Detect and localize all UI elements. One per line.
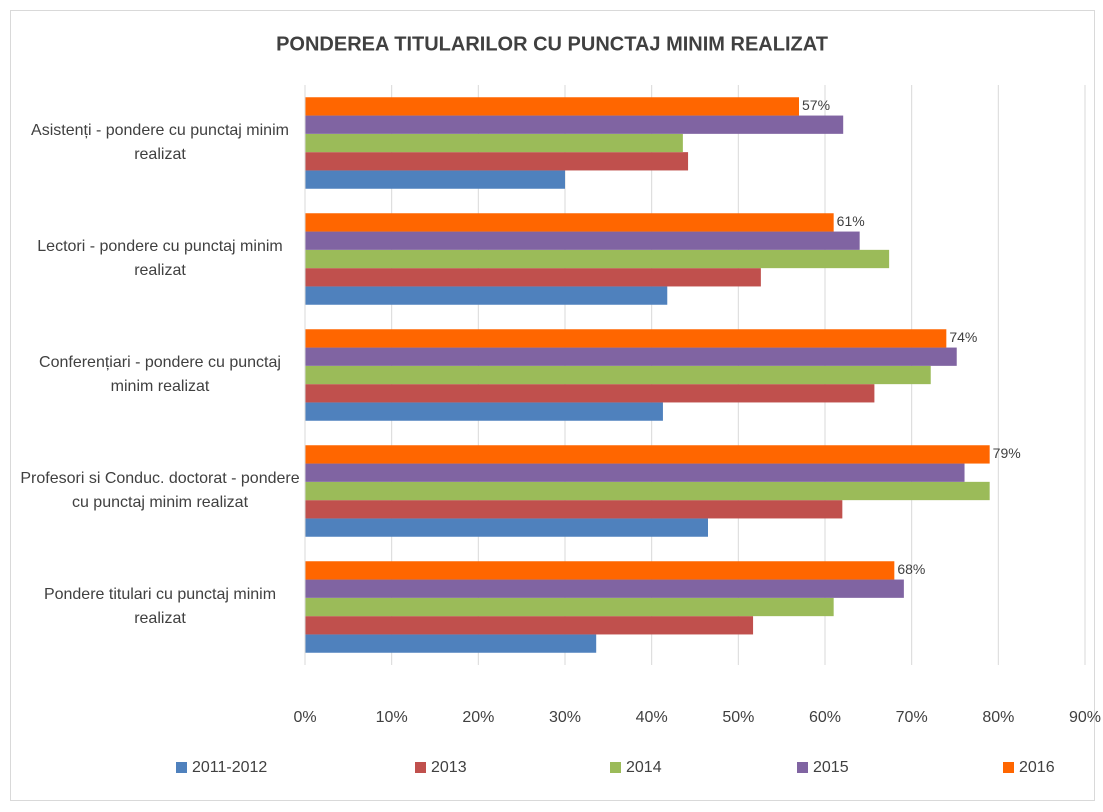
bar: [305, 268, 761, 287]
legend-swatch: [415, 762, 426, 773]
legend-label: 2014: [626, 759, 662, 776]
y-tick-label: Conferențiari - pondere cu punctaj minim…: [39, 354, 281, 395]
y-tick-label: Lectori - pondere cu punctaj minim reali…: [37, 238, 283, 279]
x-tick-label: 80%: [982, 709, 1014, 726]
bar: [305, 481, 990, 501]
legend-label: 2011-2012: [192, 759, 267, 776]
x-tick-label: 70%: [896, 709, 928, 726]
x-tick-label: 30%: [549, 709, 581, 726]
data-label: 74%: [949, 329, 977, 345]
legend-swatch: [797, 762, 808, 773]
y-tick-label: Asistenți - pondere cu punctaj minim rea…: [31, 122, 289, 163]
legend-swatch: [610, 762, 621, 773]
bar: [305, 347, 957, 366]
bar: [305, 616, 754, 635]
bar: [305, 500, 843, 519]
x-tick-label: 60%: [809, 709, 841, 726]
x-tick-label: 10%: [376, 709, 408, 726]
bar: [305, 518, 708, 537]
bar: [305, 597, 834, 617]
bar: [305, 384, 875, 403]
bar: [305, 286, 668, 305]
bar: [305, 561, 895, 580]
data-label: 68%: [897, 561, 925, 577]
x-tick-label: 50%: [722, 709, 754, 726]
bar: [305, 115, 844, 134]
legend-swatch: [1003, 762, 1014, 773]
bar: [305, 213, 834, 232]
data-label: 61%: [837, 213, 865, 229]
chart-title: PONDEREA TITULARILOR CU PUNCTAJ MINIM RE…: [276, 33, 828, 55]
bar: [305, 133, 683, 153]
legend-label: 2013: [431, 759, 467, 776]
bar: [305, 97, 799, 116]
y-tick-label: Pondere titulari cu punctaj minim realiz…: [43, 586, 277, 627]
data-label: 57%: [802, 97, 830, 113]
x-tick-label: 90%: [1069, 709, 1101, 726]
legend-label: 2015: [813, 759, 849, 776]
x-tick-label: 0%: [293, 709, 316, 726]
bar: [305, 402, 663, 421]
bar: [305, 152, 689, 171]
bar: [305, 579, 904, 598]
bar: [305, 231, 860, 250]
bar: [305, 463, 965, 482]
bar: [305, 170, 565, 189]
bar: [305, 445, 990, 464]
x-tick-label: 40%: [636, 709, 668, 726]
legend-label: 2016: [1019, 759, 1055, 776]
y-tick-label: Profesori si Conduc. doctorat - pondere …: [20, 470, 300, 511]
legend-swatch: [176, 762, 187, 773]
bar: [305, 329, 947, 348]
data-label: 79%: [993, 445, 1021, 461]
bar: [305, 634, 597, 653]
x-tick-label: 20%: [462, 709, 494, 726]
bar: [305, 365, 931, 385]
bar: [305, 249, 890, 269]
